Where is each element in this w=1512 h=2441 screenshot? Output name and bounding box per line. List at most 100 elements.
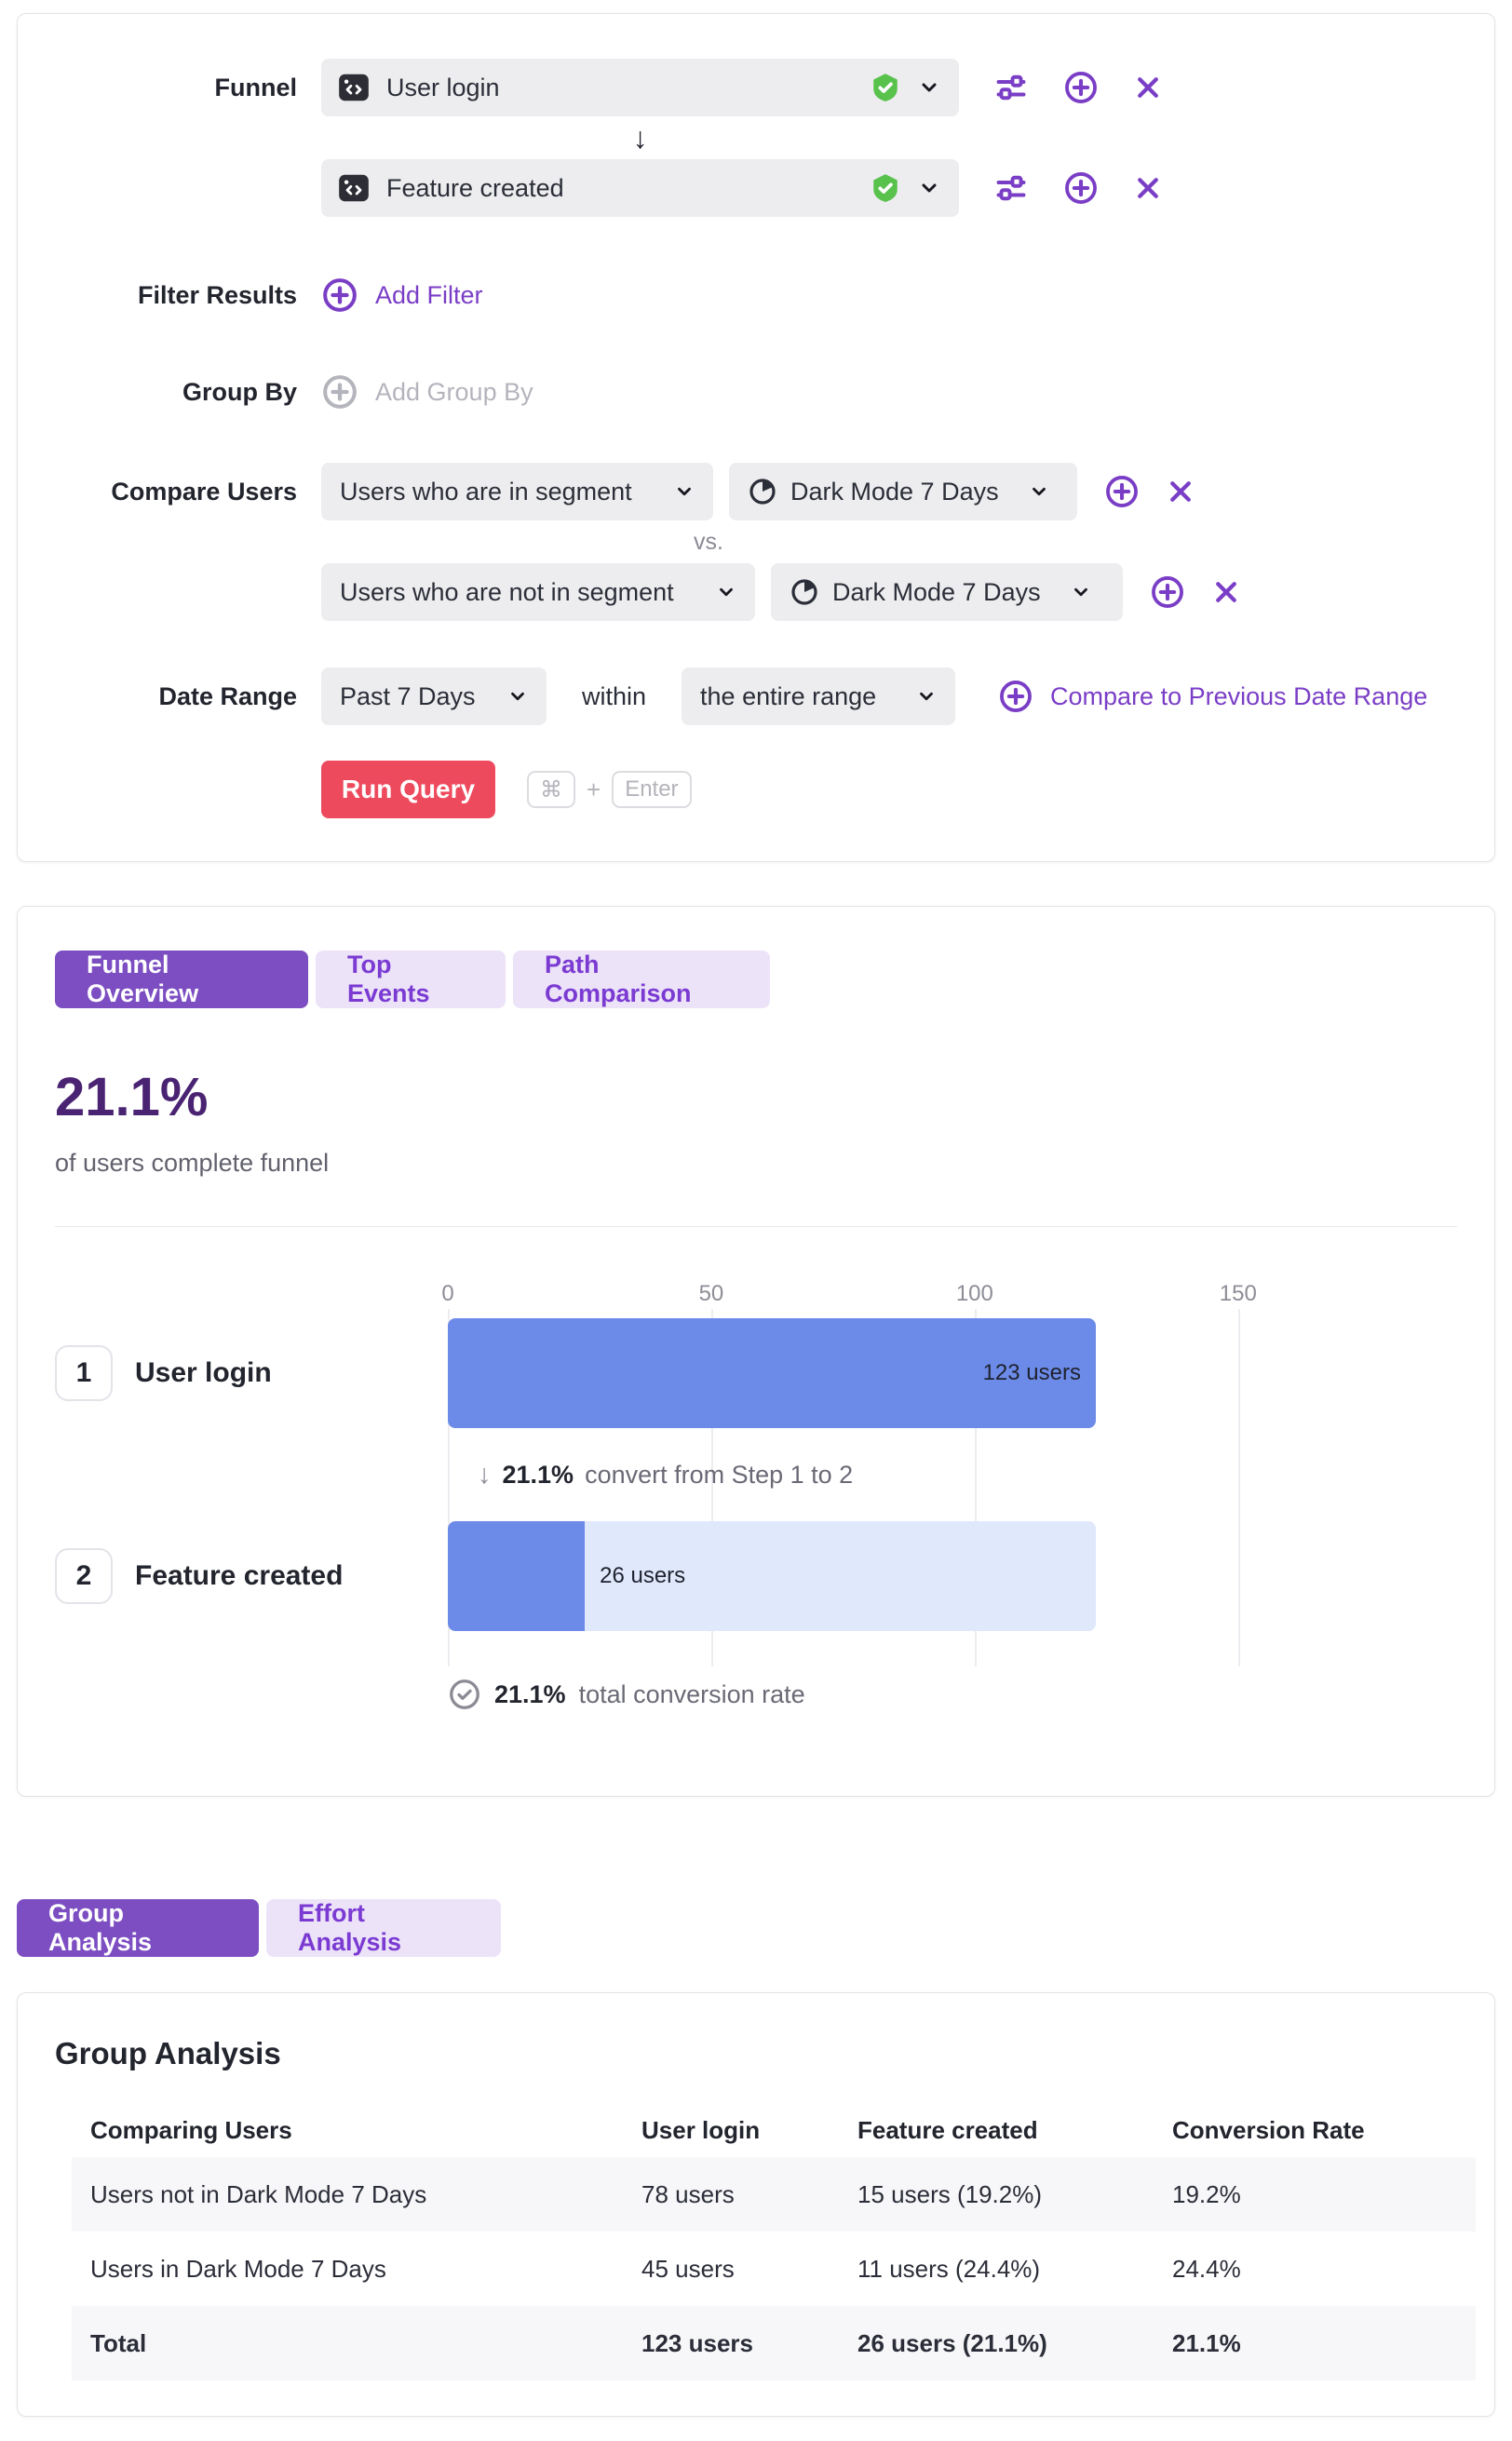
date-range-row: Date Range Past 7 Days within the entire… [18,668,1457,725]
within-label: within [582,681,647,710]
table-row-total[interactable]: Total 123 users 26 users (21.1%) 21.1% [72,2306,1476,2380]
group-analysis-table: Comparing Users User login Feature creat… [72,2103,1476,2380]
row-user-login: 123 users [641,2328,753,2357]
add-step-button[interactable] [1063,70,1099,105]
segment-membership-select[interactable]: Users who are in segment [321,463,713,520]
row-user-login: 45 users [641,2254,735,2283]
tab-funnel-overview[interactable]: Funnel Overview [55,951,308,1008]
axis-gridline [974,1309,977,1666]
verified-shield-icon [870,72,901,103]
tab-top-events[interactable]: Top Events [316,951,506,1008]
pie-chart-icon [790,577,819,607]
tab-path-comparison[interactable]: Path Comparison [513,951,770,1008]
funnel-step-row-1: Funnel User login [18,59,1457,116]
close-icon [1167,478,1195,506]
step-conversion-percent: 21.1% [502,1460,574,1489]
step2-bar-value: 26 users [600,1563,686,1588]
analysis-tabs: Group Analysis Effort Analysis [17,1899,501,1957]
cmd-key: ⌘ [527,771,575,808]
tab-group-analysis[interactable]: Group Analysis [17,1899,259,1957]
step1-bar-value: 123 users [982,1360,1081,1385]
remove-step-button[interactable] [1134,74,1162,101]
step-2-label: 2 Feature created [55,1521,448,1631]
tab-effort-analysis[interactable]: Effort Analysis [266,1899,501,1957]
pie-chart-icon [748,477,777,506]
vs-row: vs. [18,520,1457,563]
table-row[interactable]: Users not in Dark Mode 7 Days 78 users 1… [72,2157,1476,2232]
step-settings-button[interactable] [994,171,1028,205]
chart-axis-ticks: 0 50 100 150 [441,1281,1457,1309]
add-filter-button[interactable]: Add Filter [321,275,1457,316]
step1-bar[interactable]: 123 users [448,1318,1096,1428]
query-builder-panel: Funnel User login [17,13,1495,862]
group-by-label: Group By [182,377,297,406]
event-select-step-2[interactable]: Feature created [321,159,959,217]
step-number-badge: 2 [55,1548,113,1604]
compare-users-label: Compare Users [111,477,297,506]
add-step-button[interactable] [1063,170,1099,206]
row-feature-created: 15 users (19.2%) [857,2179,1042,2208]
add-comparison-button[interactable] [1150,574,1185,610]
segment-select[interactable]: Dark Mode 7 Days [729,463,1077,520]
add-comparison-button[interactable] [1104,474,1140,509]
keyboard-shortcut: ⌘ + Enter [527,771,692,808]
range-scope-select[interactable]: the entire range [682,668,956,725]
axis-gridline [448,1309,450,1666]
remove-comparison-button[interactable] [1167,478,1195,506]
segment-select[interactable]: Dark Mode 7 Days [771,563,1123,621]
run-query-row: Run Query ⌘ + Enter [18,761,1457,818]
axis-gridline [1237,1309,1240,1666]
step-conversion-annotation: ↓ 21.1% convert from Step 1 to 2 [478,1460,853,1490]
event-name: Feature created [386,173,564,202]
total-conversion-annotation: 21.1% total conversion rate [448,1678,1457,1711]
total-conversion-percent: 21.1% [494,1679,566,1708]
segment-membership-select[interactable]: Users who are not in segment [321,563,755,621]
funnel-arrow-row: ↓ [18,116,1457,159]
remove-step-button[interactable] [1134,174,1162,202]
compare-previous-date-range-button[interactable]: Compare to Previous Date Range [998,676,1427,717]
chevron-down-icon [507,686,528,707]
step-conversion-text: convert from Step 1 to 2 [585,1460,854,1489]
segment-membership-value: Users who are in segment [340,477,632,506]
event-icon [336,70,371,105]
row-group: Total [90,2328,147,2357]
close-icon [1134,174,1162,202]
chevron-down-icon [674,481,695,502]
chevron-down-icon [1029,481,1049,502]
filter-results-label: Filter Results [137,280,297,309]
funnel-chart-axis: 0 50 100 150 [55,1227,1457,1309]
compare-previous-label: Compare to Previous Date Range [1050,681,1428,710]
segment-membership-value: Users who are not in segment [340,577,674,606]
event-icon [336,170,371,206]
remove-comparison-button[interactable] [1212,578,1240,606]
sliders-icon [994,171,1028,205]
step-settings-button[interactable] [994,71,1028,104]
run-query-button[interactable]: Run Query [321,761,495,818]
check-circle-icon [448,1678,481,1711]
chevron-down-icon [716,582,736,602]
add-group-by-button[interactable]: Add Group By [321,371,1457,412]
total-conversion-text: total conversion rate [578,1679,805,1708]
row-group: Users not in Dark Mode 7 Days [90,2179,427,2208]
row-conversion: 19.2% [1172,2179,1241,2208]
conversion-headline: 21.1% [55,1067,209,1127]
date-range-value: Past 7 Days [340,681,476,710]
down-arrow-icon: ↓ [478,1459,492,1490]
axis-gridline [710,1309,713,1666]
enter-key: Enter [612,771,692,808]
table-row[interactable]: Users in Dark Mode 7 Days 45 users 11 us… [72,2232,1476,2306]
funnel-results-panel: Funnel Overview Top Events Path Comparis… [17,906,1495,1797]
add-filter-label: Add Filter [375,280,483,309]
event-name: User login [386,73,500,101]
funnel-chart: 1 User login 2 Feature created 123 users… [55,1309,1457,1711]
date-range-label: Date Range [158,681,297,710]
chevron-down-icon [918,177,940,199]
event-select-step-1[interactable]: User login [321,59,959,116]
segment-value: Dark Mode 7 Days [832,577,1041,606]
results-tabs: Funnel Overview Top Events Path Comparis… [55,951,1457,1008]
funnel-step-row-2: Feature created [18,159,1457,217]
date-range-select[interactable]: Past 7 Days [321,668,547,725]
step2-bar[interactable] [448,1521,586,1631]
column-header: User login [641,2115,761,2144]
plus-circle-icon [998,679,1033,714]
